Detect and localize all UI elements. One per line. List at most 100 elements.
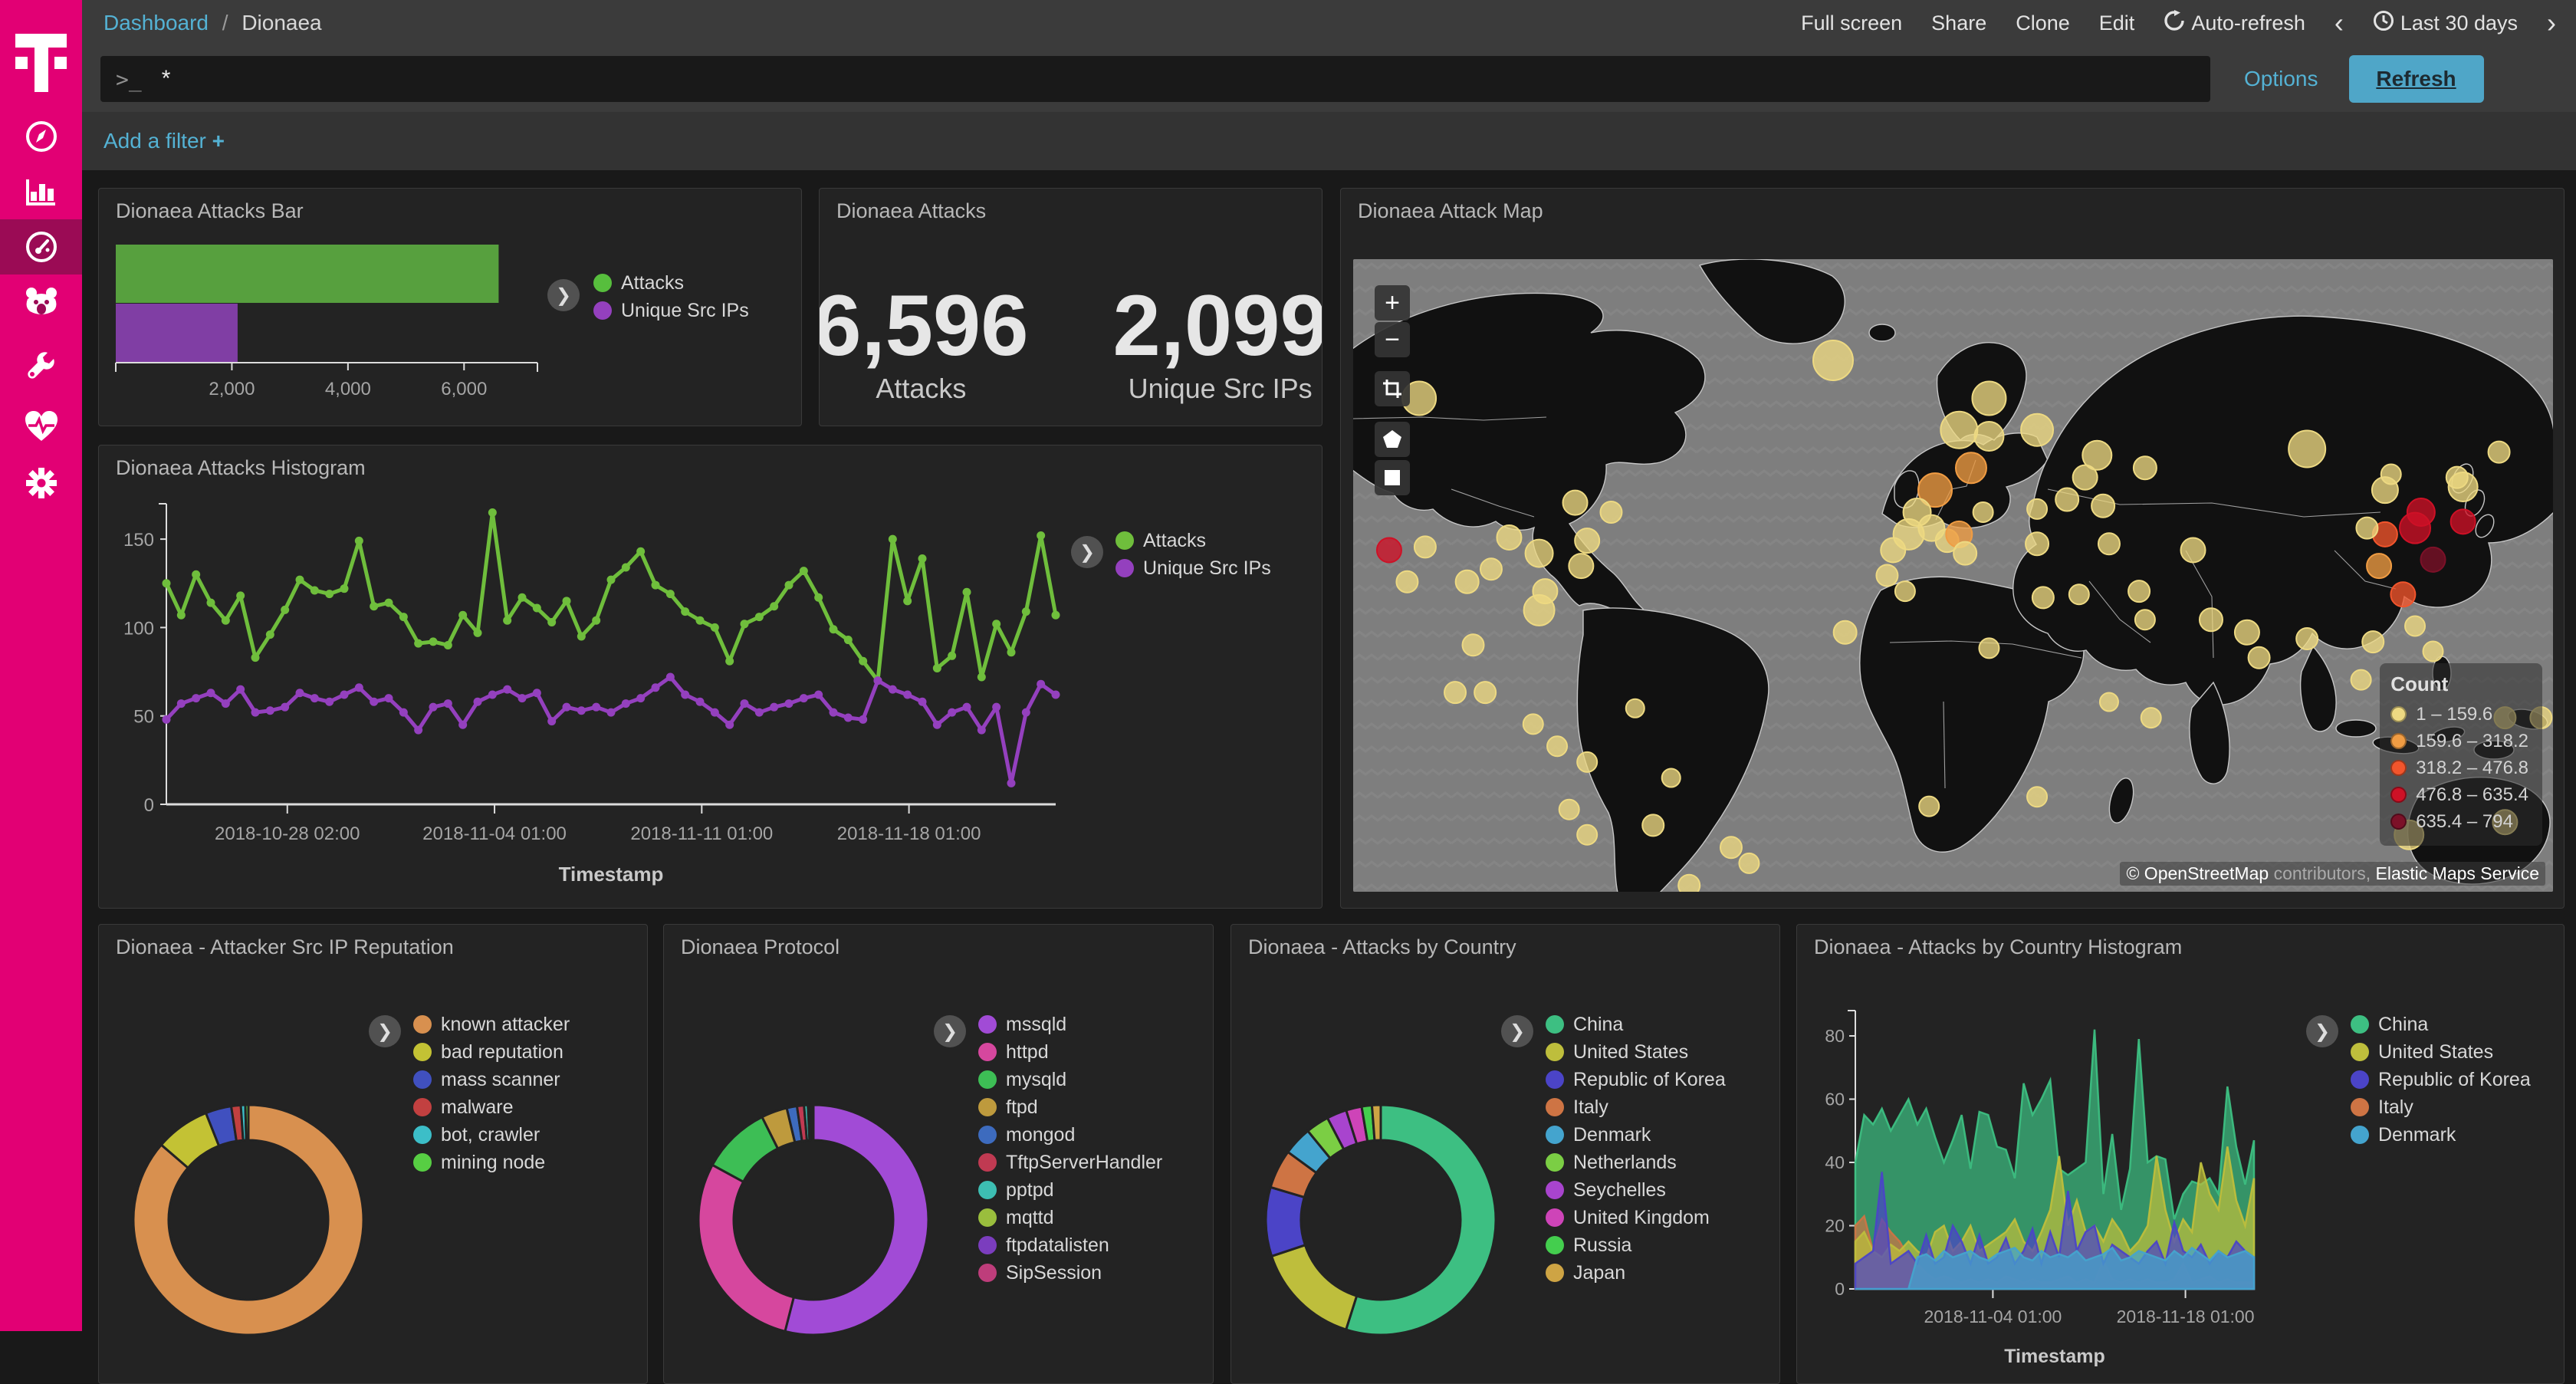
attack-location-marker[interactable] <box>1812 340 1854 381</box>
attack-location-marker[interactable] <box>2420 546 2446 573</box>
attack-location-marker[interactable] <box>2366 553 2393 580</box>
legend-item[interactable]: Unique Src IPs <box>1116 554 1271 582</box>
world-map[interactable]: + − Count 1 – 159.6 159.6 – 318.2 318.2 – 4… <box>1353 259 2553 892</box>
options-link[interactable]: Options <box>2244 67 2318 90</box>
legend-item[interactable]: United Kingdom <box>1546 1204 1726 1231</box>
legend-item[interactable]: Republic of Korea <box>2351 1066 2531 1093</box>
attack-location-marker[interactable] <box>2404 615 2426 637</box>
attack-location-marker[interactable] <box>1522 713 1544 735</box>
attack-location-marker[interactable] <box>1454 569 1480 594</box>
attack-location-marker[interactable] <box>2350 669 2372 691</box>
attack-location-marker[interactable] <box>2031 586 2055 610</box>
attack-location-marker[interactable] <box>1546 735 1569 758</box>
attack-location-marker[interactable] <box>2068 584 2090 606</box>
attack-location-marker[interactable] <box>1972 501 1994 523</box>
attack-location-marker[interactable] <box>2097 532 2121 556</box>
sidebar-item-monitoring[interactable] <box>0 399 82 454</box>
legend-item[interactable]: United States <box>1546 1038 1726 1066</box>
attack-location-marker[interactable] <box>2288 429 2327 468</box>
bar-Unique Src IPs[interactable] <box>116 304 238 362</box>
legend-item[interactable]: Japan <box>1546 1259 1726 1287</box>
attack-location-marker[interactable] <box>2128 580 2151 603</box>
attack-location-marker[interactable] <box>1523 593 1556 626</box>
attack-location-marker[interactable] <box>2233 619 2260 646</box>
attack-location-marker[interactable] <box>1719 836 1743 860</box>
sidebar-item-management[interactable] <box>0 455 82 511</box>
attack-location-marker[interactable] <box>1894 580 1916 603</box>
pie-slice-httpd[interactable] <box>697 1163 796 1333</box>
attack-location-marker[interactable] <box>1954 452 1987 485</box>
attack-location-marker[interactable] <box>1875 564 1899 587</box>
legend-item[interactable]: Seychelles <box>1546 1176 1726 1204</box>
sidebar-item-dev-tools[interactable] <box>0 340 82 396</box>
legend-toggle-icon[interactable]: ❯ <box>547 279 580 311</box>
clone-button[interactable]: Clone <box>2016 11 2070 35</box>
legend-item[interactable]: mysqld <box>978 1066 1162 1093</box>
time-back-button[interactable]: ‹ <box>2334 7 2344 38</box>
legend-item[interactable]: China <box>1546 1011 1726 1038</box>
breadcrumb-dashboard-link[interactable]: Dashboard <box>104 11 209 35</box>
attack-location-marker[interactable] <box>2180 537 2206 564</box>
legend-item[interactable]: Republic of Korea <box>1546 1066 1726 1093</box>
legend-item[interactable]: malware <box>413 1093 570 1121</box>
osm-attribution[interactable]: © OpenStreetMap <box>2126 863 2269 883</box>
time-range-picker[interactable]: Last 30 days <box>2373 10 2518 37</box>
legend-item[interactable]: Denmark <box>1546 1121 1726 1149</box>
attack-location-marker[interactable] <box>1953 541 1978 566</box>
legend-item[interactable]: Attacks <box>1116 527 1271 554</box>
legend-item[interactable]: Italy <box>1546 1093 1726 1121</box>
attack-location-marker[interactable] <box>1880 537 1907 564</box>
legend-toggle-icon[interactable]: ❯ <box>1071 536 1103 568</box>
legend-item[interactable]: SipSession <box>978 1259 1162 1287</box>
legend-item[interactable]: ftpd <box>978 1093 1162 1121</box>
map-polygon-filter-button[interactable] <box>1375 422 1410 457</box>
attack-location-marker[interactable] <box>1832 620 1858 645</box>
attack-location-marker[interactable] <box>2132 455 2157 481</box>
legend-item[interactable]: Netherlands <box>1546 1149 1726 1176</box>
add-filter-button[interactable]: Add a filter + <box>104 129 225 153</box>
attack-location-marker[interactable] <box>1576 823 1598 846</box>
legend-item[interactable]: ftpdatalisten <box>978 1231 1162 1259</box>
auto-refresh-button[interactable]: Auto-refresh <box>2164 9 2305 37</box>
attack-location-marker[interactable] <box>1940 410 1979 449</box>
pie-slice-United States[interactable] <box>1270 1243 1359 1331</box>
attack-location-marker[interactable] <box>2450 508 2476 535</box>
attack-location-marker[interactable] <box>1971 380 2007 416</box>
legend-item[interactable]: United States <box>2351 1038 2531 1066</box>
attack-location-marker[interactable] <box>1474 681 1497 705</box>
legend-item[interactable]: Denmark <box>2351 1121 2531 1149</box>
legend-item[interactable]: mqttd <box>978 1204 1162 1231</box>
legend-item[interactable]: known attacker <box>413 1011 570 1038</box>
attack-location-marker[interactable] <box>2355 516 2379 540</box>
legend-item[interactable]: Unique Src IPs <box>593 297 749 324</box>
legend-item[interactable]: Russia <box>1546 1231 1726 1259</box>
legend-item[interactable]: mass scanner <box>413 1066 570 1093</box>
search-input[interactable]: >_ * <box>100 56 2210 102</box>
legend-item[interactable]: pptpd <box>978 1176 1162 1204</box>
attack-location-marker[interactable] <box>2082 439 2113 471</box>
attack-location-marker[interactable] <box>1978 637 2000 659</box>
full-screen-button[interactable]: Full screen <box>1801 11 1903 35</box>
legend-toggle-icon[interactable]: ❯ <box>2306 1015 2338 1047</box>
attack-location-marker[interactable] <box>2295 627 2319 650</box>
attack-location-marker[interactable] <box>2025 531 2050 557</box>
attack-location-marker[interactable] <box>1461 633 1485 657</box>
time-forward-button[interactable]: › <box>2547 7 2556 38</box>
legend-item[interactable]: Attacks <box>593 269 749 297</box>
ems-attribution[interactable]: Elastic Maps Service <box>2375 863 2539 883</box>
attack-location-marker[interactable] <box>1574 528 1601 554</box>
attack-location-marker[interactable] <box>1413 535 1437 559</box>
map-zoom-in-button[interactable]: + <box>1375 285 1410 321</box>
attack-location-marker[interactable] <box>1661 768 1681 788</box>
sidebar-item-visualize[interactable] <box>0 164 82 219</box>
t-mobile-logo[interactable] <box>0 11 82 92</box>
attack-location-marker[interactable] <box>1917 472 1953 508</box>
map-rectangle-filter-button[interactable] <box>1375 460 1410 495</box>
pie-slice-SipSession[interactable] <box>810 1103 815 1142</box>
attack-location-marker[interactable] <box>2055 487 2080 512</box>
attack-location-marker[interactable] <box>1496 524 1523 551</box>
map-bounds-filter-button[interactable] <box>1375 371 1410 406</box>
attack-location-marker[interactable] <box>2098 692 2119 712</box>
refresh-button[interactable]: Refresh <box>2348 55 2484 103</box>
legend-item[interactable]: httpd <box>978 1038 1162 1066</box>
